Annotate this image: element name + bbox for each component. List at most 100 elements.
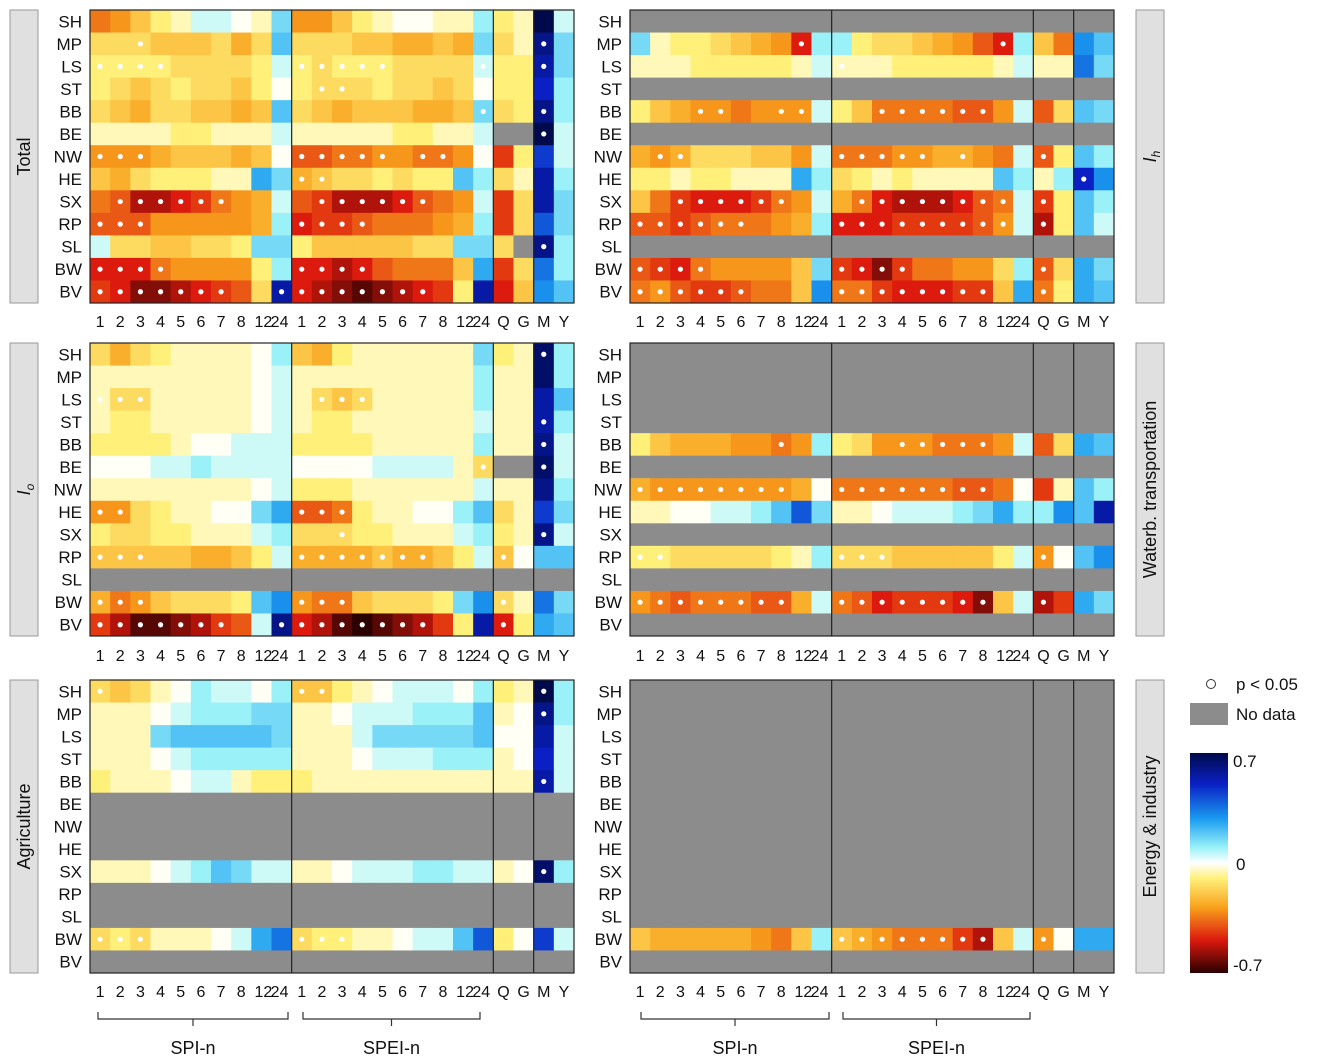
column-label: 8 xyxy=(237,648,246,665)
row-label: ST xyxy=(60,80,82,99)
significance-dot xyxy=(379,198,386,205)
heatmap-cell xyxy=(831,568,853,592)
heatmap-cell xyxy=(352,792,373,816)
significance-dot xyxy=(157,63,164,69)
heatmap-cell xyxy=(352,860,373,884)
panel-label-box xyxy=(9,679,39,974)
heatmap-cell xyxy=(432,613,454,637)
heatmap-cell xyxy=(271,235,293,259)
heatmap-cell xyxy=(1053,77,1075,101)
heatmap-cell xyxy=(90,523,111,547)
significance-dot xyxy=(399,289,406,295)
significance-dot xyxy=(117,266,123,272)
significance-dot xyxy=(697,486,704,493)
heatmap-cell xyxy=(1093,568,1115,592)
heatmap-cell xyxy=(1093,792,1115,816)
heatmap-cell xyxy=(130,523,151,547)
column-label: 5 xyxy=(716,314,725,331)
heatmap-cell xyxy=(432,680,454,703)
heatmap-cell xyxy=(730,950,752,974)
significance-dot xyxy=(137,153,144,160)
heatmap-cell xyxy=(690,523,712,547)
heatmap-cell xyxy=(170,455,192,479)
panel-label-box xyxy=(1135,342,1165,637)
column-label: 7 xyxy=(757,648,766,665)
heatmap-cell xyxy=(453,343,474,366)
significance-dot xyxy=(859,153,865,160)
heatmap-cell xyxy=(231,950,252,974)
heatmap-cell xyxy=(932,410,954,434)
significance-dot xyxy=(117,599,123,605)
heatmap-cell xyxy=(1093,235,1115,259)
heatmap-cell xyxy=(211,122,232,146)
heatmap-cell xyxy=(831,882,853,906)
heatmap-cell xyxy=(892,122,913,146)
significance-dot xyxy=(859,599,865,605)
heatmap-cell xyxy=(150,212,172,236)
heatmap-cell xyxy=(251,590,272,614)
heatmap-cell xyxy=(791,680,812,703)
heatmap-cell xyxy=(412,590,434,614)
heatmap-cell xyxy=(110,77,131,101)
heatmap-cell xyxy=(1073,545,1095,569)
significance-dot xyxy=(198,622,204,628)
column-label: 2 xyxy=(656,648,665,665)
significance-dot xyxy=(359,289,365,295)
heatmap-cell xyxy=(372,725,393,749)
heatmap-cell xyxy=(791,725,812,749)
heatmap-cell xyxy=(150,167,172,191)
heatmap-cell xyxy=(1033,365,1054,389)
heatmap-cell xyxy=(1013,77,1034,101)
heatmap-cell xyxy=(352,680,373,703)
heatmap-cell xyxy=(791,523,812,547)
heatmap-cell xyxy=(670,837,691,861)
heatmap-cell xyxy=(271,478,293,502)
significance-dot xyxy=(97,599,103,605)
heatmap-cell xyxy=(513,792,535,816)
heatmap-cell xyxy=(372,905,393,929)
column-label: 12 xyxy=(456,648,474,665)
heatmap-cell xyxy=(1053,257,1075,281)
heatmap-cell xyxy=(392,145,414,169)
heatmap-cell xyxy=(251,478,272,502)
heatmap-cell xyxy=(811,433,833,457)
heatmap-cell xyxy=(972,145,994,169)
heatmap-cell xyxy=(670,410,691,434)
heatmap-cell xyxy=(392,725,414,749)
heatmap-cell xyxy=(690,950,712,974)
heatmap-cell xyxy=(670,860,691,884)
heatmap-cell xyxy=(670,747,691,771)
heatmap-cell xyxy=(392,860,414,884)
heatmap-cell xyxy=(251,792,272,816)
heatmap-cell xyxy=(553,568,575,592)
heatmap-cell xyxy=(1073,212,1095,236)
heatmap-cell xyxy=(453,792,474,816)
heatmap-cell xyxy=(493,523,514,547)
heatmap-cell xyxy=(432,568,454,592)
heatmap-cell xyxy=(751,212,772,236)
heatmap-cell xyxy=(993,433,1014,457)
heatmap-cell xyxy=(493,145,514,169)
heatmap-cell xyxy=(372,10,393,33)
heatmap-cell xyxy=(513,388,535,412)
significance-dot xyxy=(299,936,305,942)
column-label: 3 xyxy=(676,984,685,1001)
heatmap-cell xyxy=(751,280,772,304)
heatmap-cell xyxy=(211,770,232,794)
significance-dot xyxy=(1040,266,1047,272)
heatmap-cell xyxy=(791,365,812,389)
heatmap-cell xyxy=(352,747,373,771)
heatmap-cell xyxy=(372,860,393,884)
heatmap-cell xyxy=(912,882,933,906)
heatmap-cell xyxy=(771,837,792,861)
heatmap-cell xyxy=(630,568,651,592)
heatmap-cell xyxy=(872,815,893,839)
row-label: MP xyxy=(57,705,83,724)
heatmap-cell xyxy=(453,32,474,56)
heatmap-cell xyxy=(251,190,272,214)
heatmap-cell xyxy=(690,837,712,861)
heatmap-cell xyxy=(912,500,933,524)
heatmap-cell xyxy=(972,725,994,749)
heatmap-cell xyxy=(271,702,293,726)
heatmap-cell xyxy=(1073,905,1095,929)
